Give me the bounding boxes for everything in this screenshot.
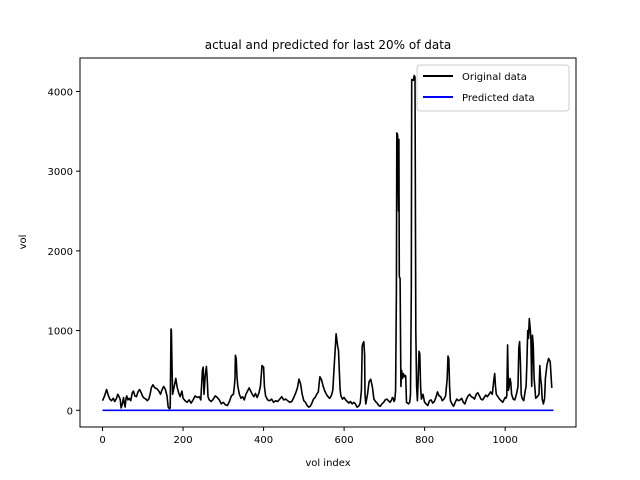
y-tick-label: 2000 xyxy=(48,247,73,258)
x-tick-label: 200 xyxy=(174,435,193,446)
legend-label-original: Original data xyxy=(462,72,527,83)
x-axis-label: vol index xyxy=(305,458,350,469)
legend-box xyxy=(416,64,570,112)
x-tick-label: 800 xyxy=(415,435,434,446)
series-layer xyxy=(101,74,554,412)
x-axis-ticks: 0 200 400 600 800 1000 xyxy=(99,427,518,446)
plot-frame xyxy=(79,57,577,428)
x-tick-label: 600 xyxy=(335,435,354,446)
y-tick-label: 0 xyxy=(67,406,73,417)
x-tick-label: 1000 xyxy=(492,435,517,446)
plot-area xyxy=(79,57,577,428)
chart-title: actual and predicted for last 20% of dat… xyxy=(205,38,452,52)
legend: Original data Predicted data xyxy=(416,64,570,112)
y-axis-label: vol xyxy=(18,235,29,250)
x-tick-label: 400 xyxy=(254,435,273,446)
legend-label-predicted: Predicted data xyxy=(462,93,535,104)
y-tick-label: 4000 xyxy=(48,87,73,98)
x-tick-label: 0 xyxy=(99,435,105,446)
series-original-line xyxy=(101,74,553,410)
y-axis-ticks: 0 1000 2000 3000 4000 xyxy=(48,87,80,417)
y-tick-label: 3000 xyxy=(48,167,73,178)
y-tick-label: 1000 xyxy=(48,327,73,338)
